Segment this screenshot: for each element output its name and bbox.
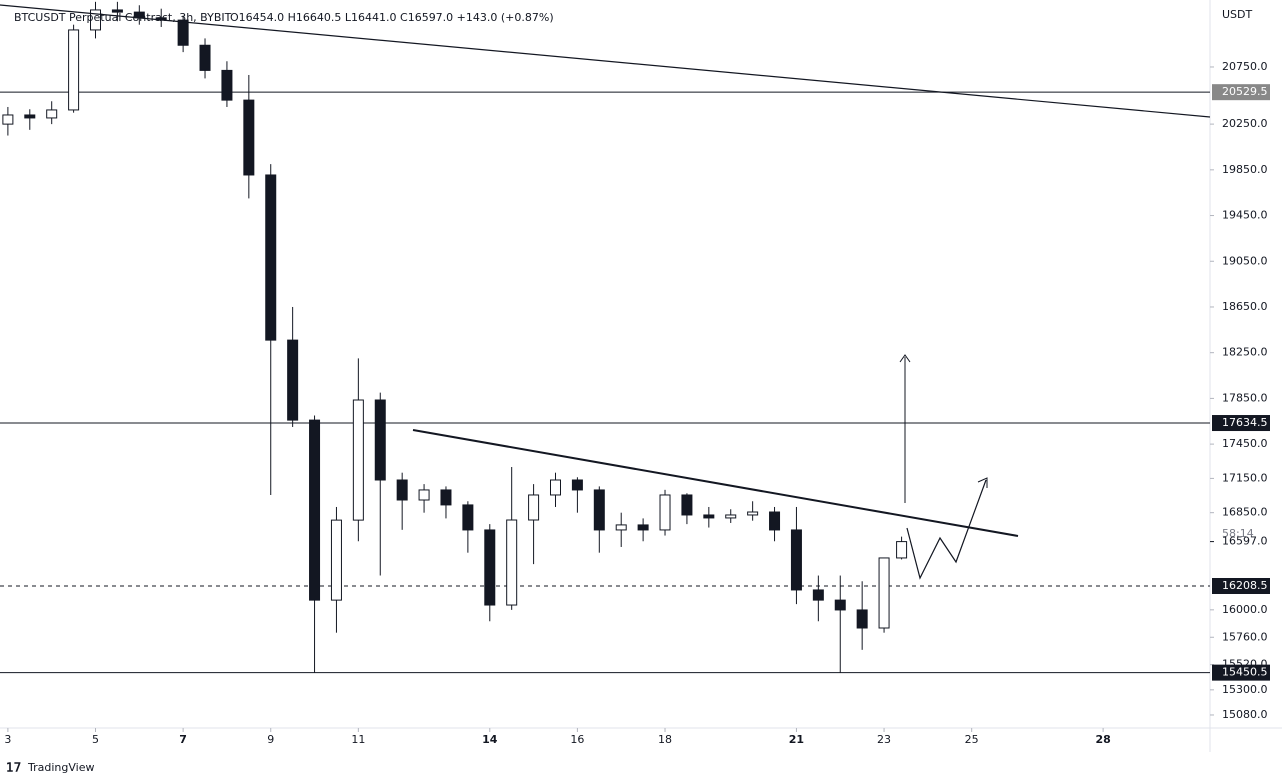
candle-body xyxy=(352,399,364,521)
y-tick-label: 15300.0 xyxy=(1222,683,1268,696)
y-tick-label: 17150.0 xyxy=(1222,471,1268,484)
plot-area xyxy=(0,1,1210,674)
candle-body xyxy=(374,399,386,481)
y-tick-label: 20250.0 xyxy=(1222,117,1268,130)
candle-body xyxy=(747,511,759,516)
candle-body xyxy=(878,557,890,629)
level-label-bg xyxy=(1212,415,1270,432)
candle-body xyxy=(703,514,715,519)
trendline xyxy=(0,4,1211,118)
candle-body xyxy=(571,479,583,491)
candle-body xyxy=(725,514,737,519)
countdown: 58:14 xyxy=(1222,527,1254,540)
candle-body xyxy=(309,419,321,601)
candle-body xyxy=(46,109,58,119)
y-tick-label: 19050.0 xyxy=(1222,254,1268,267)
x-tick-label: 7 xyxy=(179,733,187,746)
logo-mark: 𝟣𝟩 xyxy=(6,761,21,775)
candle-body xyxy=(440,489,452,506)
candle-body xyxy=(265,174,277,341)
candle-body xyxy=(790,529,802,591)
candle-body xyxy=(856,609,868,629)
y-tick-label: 18650.0 xyxy=(1222,300,1268,313)
x-tick-label: 23 xyxy=(877,733,891,746)
x-tick-label: 14 xyxy=(482,733,498,746)
candle-body xyxy=(68,29,80,111)
candle-body xyxy=(418,489,430,501)
chart-title: BTCUSDT Perpetual Contract, 3h, BYBIT xyxy=(14,11,232,24)
x-tick-label: 28 xyxy=(1095,733,1110,746)
y-tick-label: 17850.0 xyxy=(1222,391,1268,404)
x-tick-label: 18 xyxy=(658,733,672,746)
candle-body xyxy=(506,519,518,606)
candle-body xyxy=(287,339,299,421)
x-tick-label: 5 xyxy=(92,733,99,746)
candle-body xyxy=(177,19,189,46)
y-tick-label: 19850.0 xyxy=(1222,163,1268,176)
candle-body xyxy=(396,479,408,501)
ohlc-header: O16454.0 H16640.5 L16441.0 C16597.0 +143… xyxy=(230,11,554,24)
candle-body xyxy=(528,494,540,521)
candle-body xyxy=(896,541,908,559)
candle-body xyxy=(769,511,781,531)
candle-body xyxy=(615,524,627,531)
arrow-head xyxy=(977,477,988,488)
candle-body xyxy=(484,529,496,606)
y-tick-label: 15760.0 xyxy=(1222,630,1268,643)
arrow-head xyxy=(899,354,911,363)
y-tick-label: 18250.0 xyxy=(1222,346,1268,359)
y-tick-label: 17450.0 xyxy=(1222,437,1268,450)
x-tick-label: 25 xyxy=(965,733,979,746)
x-tick-label: 21 xyxy=(789,733,804,746)
candle-body xyxy=(637,524,649,531)
level-label: 16208.5 xyxy=(1222,579,1268,592)
projection-path xyxy=(906,479,987,580)
y-tick-label: 20750.0 xyxy=(1222,60,1268,73)
candle-body xyxy=(681,494,693,516)
level-label: 15450.5 xyxy=(1222,666,1268,679)
y-tick-label: 16000.0 xyxy=(1222,603,1268,616)
x-tick-label: 3 xyxy=(4,733,11,746)
candle-body xyxy=(199,44,211,71)
candle-body xyxy=(24,114,36,119)
brand: TradingView xyxy=(27,761,94,774)
candle-body xyxy=(812,589,824,601)
candle-body xyxy=(462,504,474,531)
level-label-bg xyxy=(1212,664,1270,681)
y-tick-label: 16850.0 xyxy=(1222,506,1268,519)
x-tick-label: 9 xyxy=(267,733,274,746)
currency-label: USDT xyxy=(1222,8,1253,21)
level-label-bg xyxy=(1212,84,1270,101)
y-tick-label: 15080.0 xyxy=(1222,708,1268,721)
x-tick-label: 11 xyxy=(351,733,365,746)
candle-body xyxy=(330,519,342,601)
y-tick-label: 19450.0 xyxy=(1222,209,1268,222)
candle-body xyxy=(834,599,846,611)
candle-body xyxy=(90,9,102,31)
level-label: 17634.5 xyxy=(1222,416,1268,429)
x-tick-label: 16 xyxy=(570,733,584,746)
candle-body xyxy=(659,494,671,531)
level-label-bg xyxy=(1212,578,1270,594)
candle-body xyxy=(593,489,605,531)
candle-body xyxy=(111,9,123,13)
last-price-label: 16597.0 xyxy=(1222,535,1268,548)
candle-body xyxy=(221,69,233,101)
candle-body xyxy=(549,479,561,496)
candle-body xyxy=(243,99,255,176)
level-label: 20529.5 xyxy=(1222,85,1268,98)
trendline xyxy=(412,429,1019,537)
candle-body xyxy=(2,114,14,125)
